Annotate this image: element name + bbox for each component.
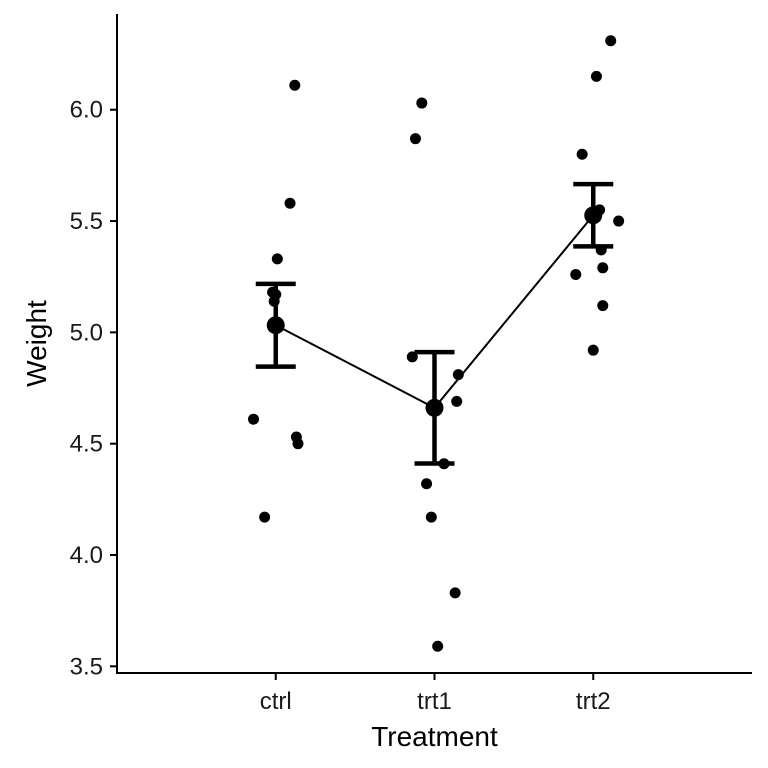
data-point	[432, 640, 444, 652]
data-point	[284, 197, 296, 209]
y-axis-title: Weight	[21, 300, 52, 387]
data-point	[452, 369, 464, 381]
x-tick-label: ctrl	[260, 688, 292, 715]
x-axis-ticks: ctrl trt1 trt2	[260, 673, 611, 715]
y-axis-ticks: 3.5 4.0 4.5 5.0 5.5 6.0	[70, 97, 117, 680]
y-tick-label: 6.0	[70, 97, 103, 124]
y-tick-label: 4.5	[70, 431, 103, 458]
x-tick-label: trt2	[576, 688, 611, 715]
data-point	[605, 35, 617, 47]
data-point	[570, 268, 582, 280]
data-point	[425, 511, 437, 523]
data-point	[271, 253, 283, 265]
mean-summary	[255, 181, 614, 466]
data-point	[590, 70, 602, 82]
data-point	[449, 587, 461, 599]
x-tick-label: trt1	[417, 688, 452, 715]
data-point	[421, 478, 433, 490]
data-point	[409, 133, 421, 145]
data-point	[597, 262, 609, 274]
mean-point	[584, 206, 603, 225]
data-point	[451, 395, 463, 407]
x-axis-title: Treatment	[371, 721, 498, 752]
data-point	[587, 344, 599, 356]
y-tick-label: 3.5	[70, 653, 103, 680]
jittered-points	[248, 35, 625, 652]
data-point	[576, 148, 588, 160]
mean-point	[266, 316, 285, 335]
y-tick-label: 5.5	[70, 208, 103, 235]
data-point	[292, 438, 304, 450]
data-point	[613, 215, 625, 227]
data-point	[289, 79, 301, 91]
mean-point	[425, 398, 444, 417]
y-tick-label: 4.0	[70, 542, 103, 569]
data-point	[416, 97, 428, 109]
data-point	[248, 413, 260, 425]
data-point	[259, 511, 271, 523]
y-tick-label: 5.0	[70, 319, 103, 346]
data-point	[597, 300, 609, 312]
